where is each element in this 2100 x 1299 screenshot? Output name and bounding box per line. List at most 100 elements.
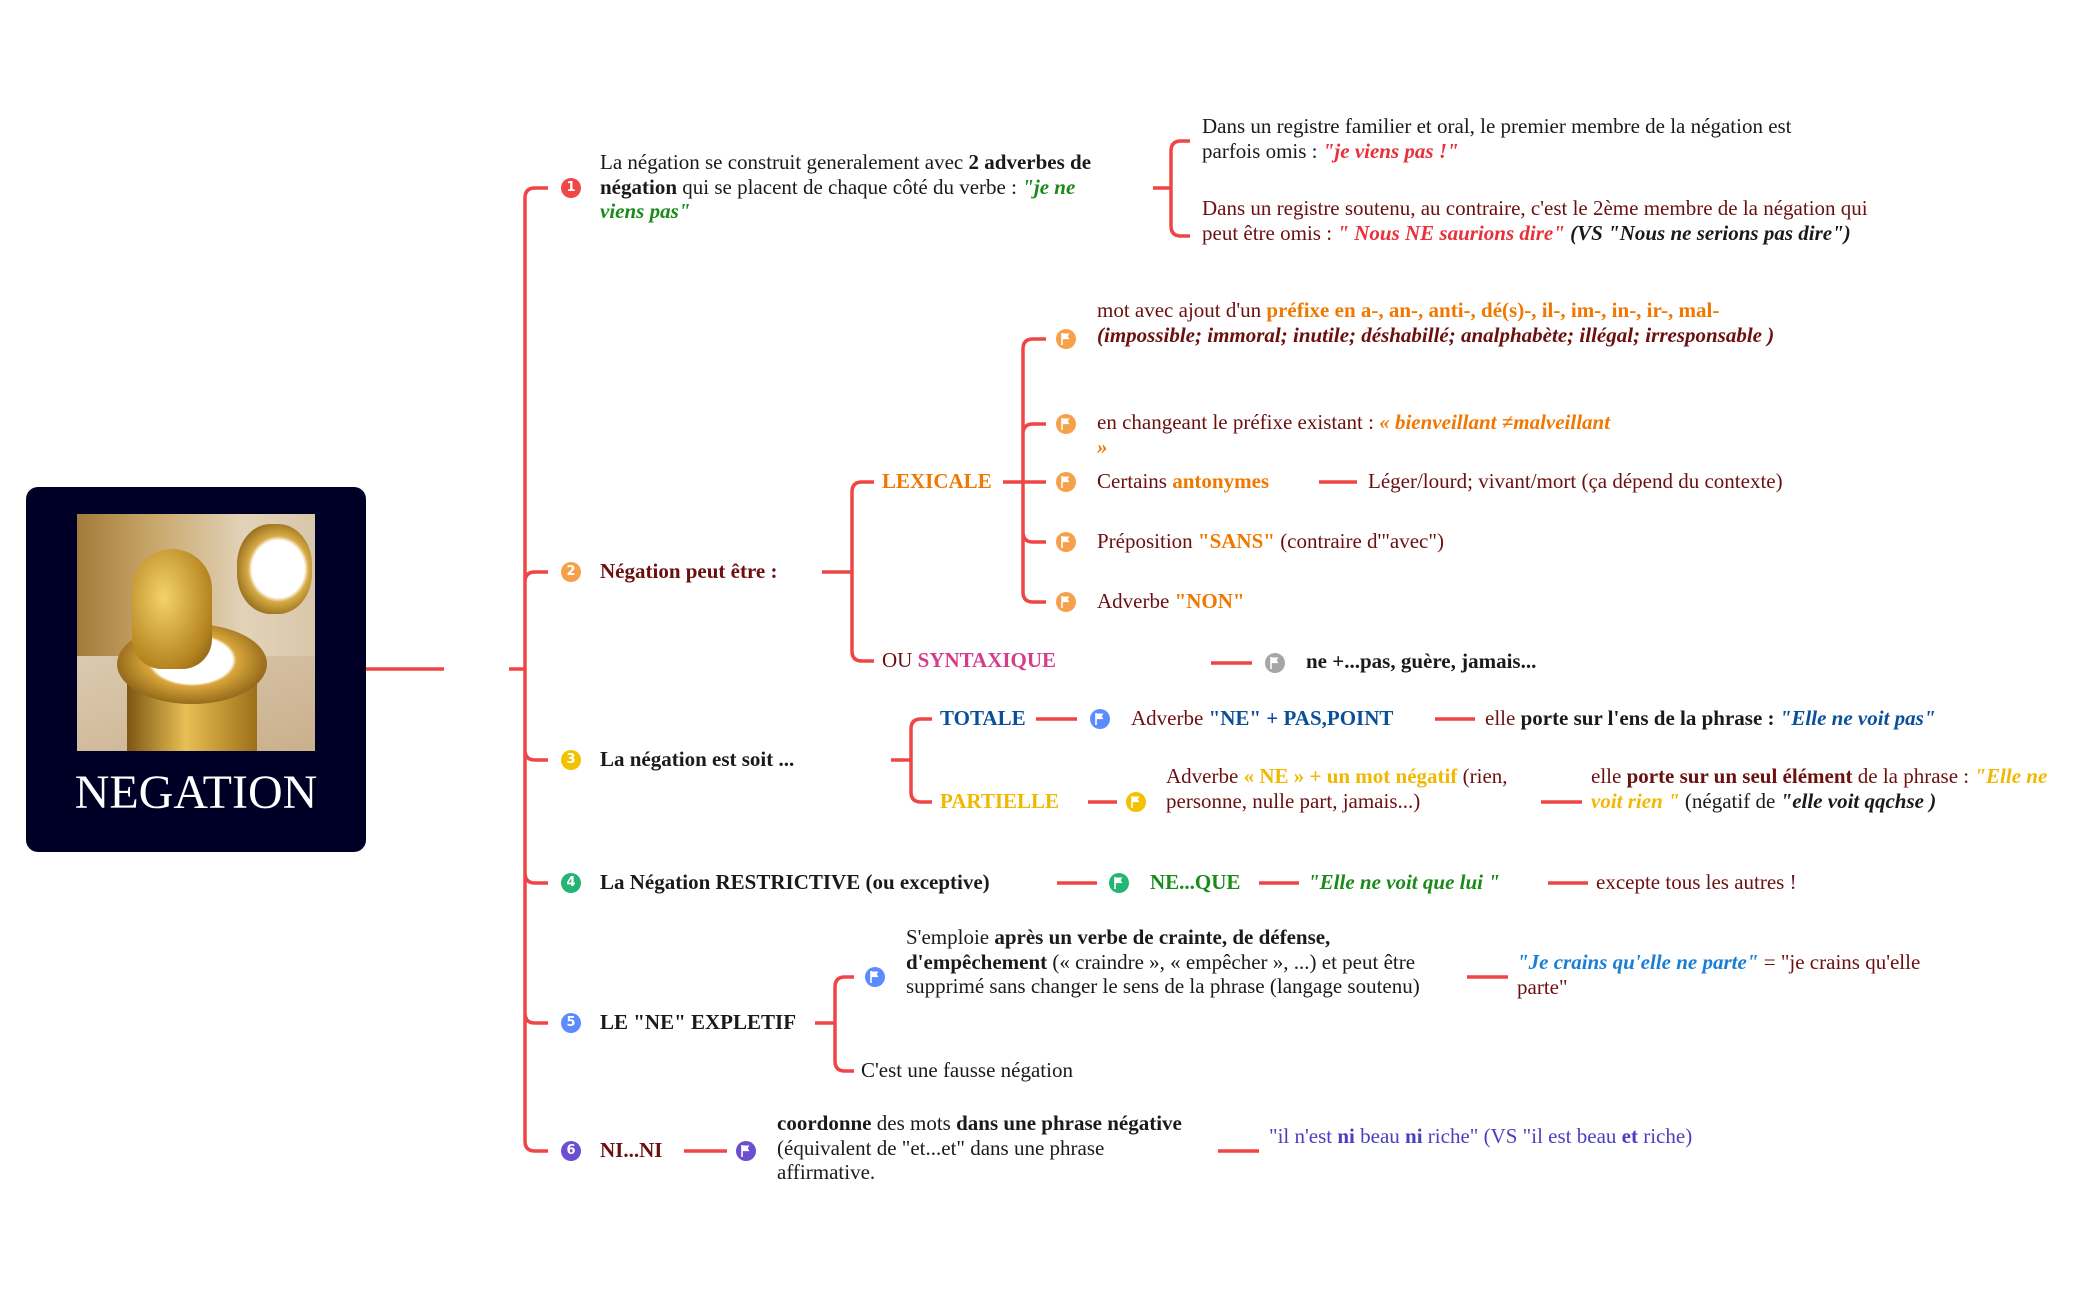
golden-toilet-image <box>77 514 315 751</box>
partielle-definition[interactable]: Adverbe « NE » + un mot négatif (rien, p… <box>1166 764 1526 813</box>
node-1b-soutenu[interactable]: Dans un registre soutenu, au contraire, … <box>1202 196 1882 245</box>
flag-icon <box>1056 532 1076 552</box>
nini-definition[interactable]: coordonne des mots dans une phrase négat… <box>777 1111 1207 1185</box>
node-1-text[interactable]: La négation se construit generalement av… <box>600 150 1110 224</box>
node-2-label[interactable]: Négation peut être : <box>600 559 778 583</box>
text-segment: " Nous NE saurions dire" <box>1337 220 1565 245</box>
text-segment: Préposition <box>1097 529 1198 553</box>
number-1-icon: 1 <box>561 178 581 198</box>
text-segment: "elle voit qqchse ) <box>1780 788 1937 813</box>
node-lexicale[interactable]: LEXICALE <box>882 469 992 493</box>
text-segment: qui se placent de chaque côté du verbe : <box>677 174 1023 199</box>
flag-icon <box>1056 472 1076 492</box>
text-segment: Adverbe <box>1166 764 1244 788</box>
text-segment: 2 adverbes de négation <box>600 150 1092 199</box>
nini-example[interactable]: "il n'est ni beau ni riche" (VS "il est … <box>1269 1124 1729 1149</box>
text-segment: préfixe en a-, an-, anti-, dé(s)-, il-, … <box>1266 298 1720 322</box>
node-6-label[interactable]: NI...NI <box>600 1138 663 1162</box>
text-segment: elle <box>1591 764 1627 788</box>
text-segment: et <box>1621 1124 1638 1148</box>
flag-icon <box>1265 653 1285 673</box>
text-segment: S'emploie <box>906 925 995 949</box>
syntaxique-detail[interactable]: ne +...pas, guère, jamais... <box>1306 649 1537 673</box>
expletif-fausse-negation[interactable]: C'est une fausse négation <box>861 1058 1073 1082</box>
expletif-usage[interactable]: S'emploie après un verbe de crainte, de … <box>906 925 1466 999</box>
text-segment: « NE » + un mot négatif <box>1243 764 1458 788</box>
lex-item-sans[interactable]: Préposition "SANS" (contraire d'"avec") <box>1097 529 1444 554</box>
node-5-label[interactable]: LE "NE" EXPLETIF <box>600 1010 797 1034</box>
text-segment: Certains <box>1097 469 1173 493</box>
text-segment: (« craindre », « empêcher », ...) et peu… <box>906 949 1420 999</box>
flag-icon <box>1056 414 1076 434</box>
text-segment: dans une phrase négative <box>956 1111 1182 1135</box>
text-segment: antonymes <box>1172 469 1270 493</box>
text-segment: "Elle ne voit rien " <box>1591 764 2048 813</box>
flag-icon <box>1090 709 1110 729</box>
text-segment: porte sur l'ens de la phrase : <box>1520 706 1780 730</box>
lex-item-non[interactable]: Adverbe "NON" <box>1097 589 1245 614</box>
text-segment: La négation se construit generalement av… <box>600 150 969 174</box>
text-segment: = "je crains qu'elle parte" <box>1517 950 1921 999</box>
restrictive-example[interactable]: "Elle ne voit que lui " <box>1308 870 1500 894</box>
text-segment: ni <box>1337 1124 1355 1148</box>
partielle-scope[interactable]: elle porte sur un seul élément de la phr… <box>1591 764 2061 813</box>
text-segment: coordonne <box>777 1111 872 1135</box>
connector-path <box>366 139 1588 1153</box>
text-segment: (contraire d'"avec") <box>1274 529 1444 553</box>
text-segment: elle <box>1485 706 1521 730</box>
text-segment: ni <box>1405 1124 1423 1148</box>
node-totale[interactable]: TOTALE <box>940 706 1026 730</box>
antonymes-examples[interactable]: Léger/lourd; vivant/mort (ça dépend du c… <box>1368 469 1783 493</box>
text-segment: OU <box>882 648 918 672</box>
text-segment: "SANS" <box>1197 529 1275 553</box>
text-segment: "Je crains qu'elle ne parte" <box>1517 950 1759 974</box>
root-title: NEGATION <box>74 766 318 819</box>
text-segment: Adverbe <box>1131 706 1209 730</box>
root-node[interactable]: NEGATION <box>26 487 366 852</box>
expletif-example[interactable]: "Je crains qu'elle ne parte" = "je crain… <box>1517 950 1947 999</box>
lex-item-changement-prefixe[interactable]: en changeant le préfixe existant : « bie… <box>1097 410 1617 459</box>
number-4-icon: 4 <box>561 873 581 893</box>
text-segment: porte sur un seul élément <box>1626 764 1853 788</box>
restrictive-meaning[interactable]: excepte tous les autres ! <box>1596 870 1797 894</box>
text-segment: en changeant le préfixe existant : <box>1097 410 1380 434</box>
text-segment: SYNTAXIQUE <box>917 648 1057 672</box>
text-segment: Dans un registre familier et oral, le pr… <box>1202 114 1792 163</box>
text-segment: des mots <box>871 1111 957 1135</box>
lex-item-antonymes[interactable]: Certains antonymes <box>1097 469 1269 494</box>
flag-icon <box>1056 592 1076 612</box>
node-syntaxique[interactable]: OU SYNTAXIQUE <box>882 648 1056 673</box>
text-segment: riche) <box>1637 1124 1693 1148</box>
restrictive-form[interactable]: NE...QUE <box>1150 870 1241 894</box>
text-segment: (rien, personne, nulle part, jamais...) <box>1166 764 1508 813</box>
number-5-icon: 5 <box>561 1013 581 1033</box>
text-segment: "je viens pas !" <box>1322 138 1459 163</box>
text-segment: mot avec ajout d'un <box>1097 298 1267 322</box>
text-segment: "je ne viens pas" <box>600 174 1076 224</box>
text-segment: de la phrase : <box>1852 764 1975 788</box>
totale-scope[interactable]: elle porte sur l'ens de la phrase : "Ell… <box>1485 706 1936 731</box>
flag-icon <box>865 967 885 987</box>
text-segment: « bienveillant ≠malveillant » <box>1097 410 1611 459</box>
node-partielle[interactable]: PARTIELLE <box>940 789 1060 813</box>
text-segment: riche" (VS "il est beau <box>1422 1124 1622 1148</box>
text-segment: "NON" <box>1174 589 1245 613</box>
text-segment: (négatif de <box>1679 788 1781 813</box>
number-2-icon: 2 <box>561 562 581 582</box>
flag-icon <box>1109 873 1129 893</box>
node-3-label[interactable]: La négation est soit ... <box>600 747 795 771</box>
text-segment: Dans un registre soutenu, au contraire, … <box>1202 196 1868 245</box>
flag-icon <box>1126 792 1146 812</box>
flag-icon <box>1056 329 1076 349</box>
text-segment: "Elle ne voit pas" <box>1779 706 1936 730</box>
text-segment: Adverbe <box>1097 589 1175 613</box>
totale-definition[interactable]: Adverbe "NE" + PAS,POINT <box>1131 706 1393 731</box>
node-4-label[interactable]: La Négation RESTRICTIVE (ou exceptive) <box>600 870 990 894</box>
number-3-icon: 3 <box>561 750 581 770</box>
text-segment: (impossible; immoral; inutile; déshabill… <box>1097 322 1775 347</box>
lex-item-prefixe[interactable]: mot avec ajout d'un préfixe en a-, an-, … <box>1097 298 1777 347</box>
text-segment: "NE" + PAS,POINT <box>1208 706 1394 730</box>
node-1a-familier[interactable]: Dans un registre familier et oral, le pr… <box>1202 114 1822 163</box>
text-segment: après un verbe de crainte, de défense, d… <box>906 925 1331 974</box>
